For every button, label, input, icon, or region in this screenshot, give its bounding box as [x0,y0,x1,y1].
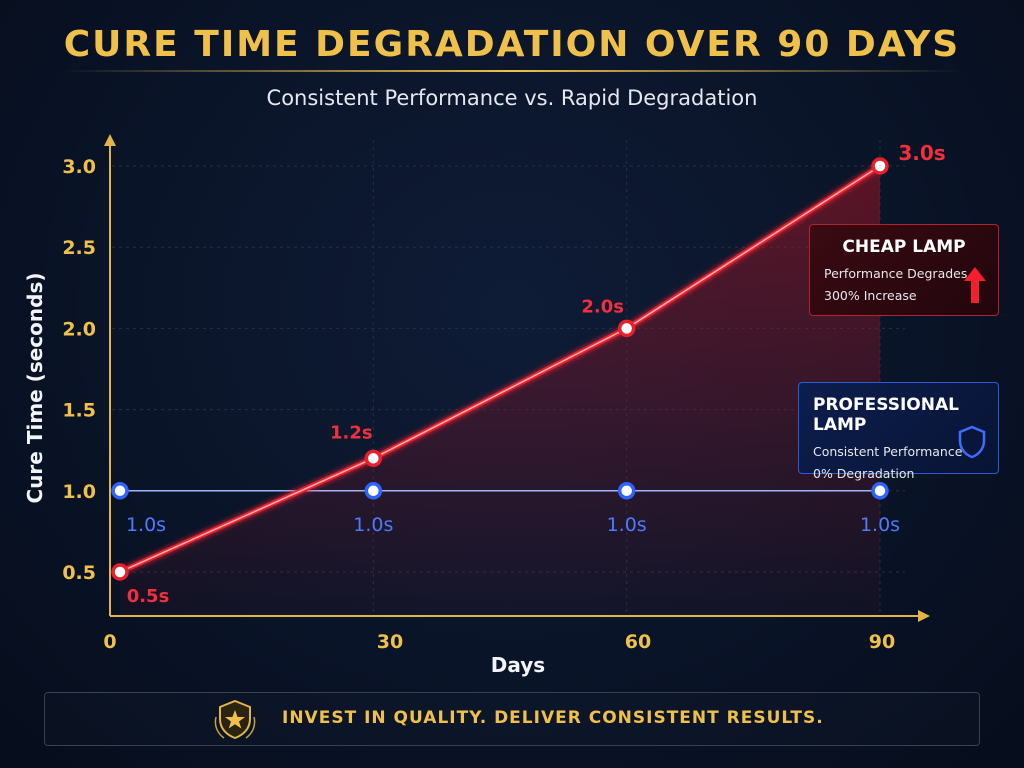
title-divider [60,70,964,72]
professional-lamp-title: PROFESSIONAL LAMP [813,395,959,435]
x-tick-label: 60 [625,631,651,653]
series-0-point [617,319,636,338]
y-axis-arrow [104,134,116,146]
series-0-data-label: 0.5s [127,586,170,607]
series-1-point [111,482,129,500]
series-1-point [364,482,383,500]
shield-icon [958,425,986,459]
cheap-lamp-line1: Performance Degrades [824,266,968,281]
y-axis-label: Cure Time (seconds) [23,273,47,504]
series-0-point [364,449,383,468]
chart-subtitle: Consistent Performance vs. Rapid Degrada… [266,86,758,110]
line-chart: 1.0s 1.0s 1.0s 1.0s 0.5s 1.2s 2.0s 3.0s 0 30 60 90… [23,134,946,677]
series-1-point [617,482,636,500]
x-axis-arrow [918,610,930,622]
professional-lamp-line2: 0% Degradation [813,466,915,481]
chart-title: CURE TIME DEGRADATION OVER 90 DAYS [63,24,961,65]
axes [104,134,930,622]
series-0-point [111,563,129,581]
series-0-data-label: 3.0s [898,141,945,165]
arrow-up-icon [964,267,986,303]
x-tick-label: 30 [377,631,403,653]
shield-star-icon [214,699,256,740]
x-axis-label: Days [491,653,545,677]
series-1-data-label: 1.0s [607,514,647,536]
cheap-lamp-line2: 300% Increase [824,288,917,303]
footer-banner [44,692,980,746]
footer-text: INVEST IN QUALITY. DELIVER CONSISTENT RE… [282,708,824,728]
y-tick-label: 1.5 [62,400,96,422]
series-1-point [871,482,889,500]
professional-lamp-card: PROFESSIONAL LAMP Consistent Performance… [798,382,999,481]
x-tick-label: 90 [869,631,895,653]
series-1-data-label: 1.0s [860,514,900,536]
professional-lamp-line1: Consistent Performance [813,444,963,459]
y-tick-label: 2.5 [62,237,96,259]
series-0-point [871,157,889,175]
y-tick-label: 3.0 [62,156,96,178]
series-0-line-core [119,165,881,573]
cheap-lamp-card: CHEAP LAMP Performance Degrades 300% Inc… [809,224,999,316]
y-tick-label: 1.0 [62,481,96,503]
series-1-data-label: 1.0s [353,514,393,536]
x-tick-label: 0 [103,631,116,653]
area-fill [120,166,880,616]
series-0-area [120,166,880,616]
series-0-data-label: 1.2s [330,422,373,443]
series-1-data-label: 1.0s [126,514,166,536]
y-tick-label: 2.0 [62,318,96,340]
series-0-data-label: 2.0s [581,296,624,317]
y-tick-label: 0.5 [62,562,96,584]
cheap-lamp-title: CHEAP LAMP [842,237,966,257]
